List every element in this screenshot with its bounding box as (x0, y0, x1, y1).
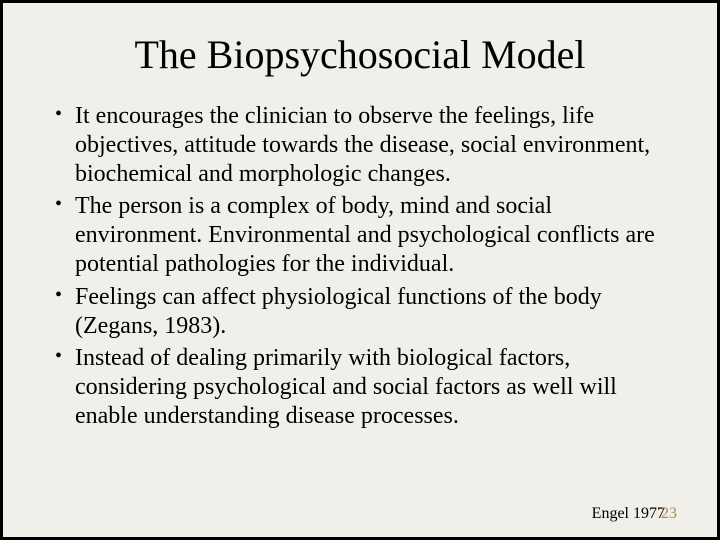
page-number: 23 (661, 505, 677, 522)
bullet-list: It encourages the clinician to observe t… (51, 102, 677, 431)
list-item: It encourages the clinician to observe t… (51, 102, 677, 188)
slide-footer: Engel 197723 (592, 505, 677, 523)
slide-title: The Biopsychosocial Model (43, 31, 677, 78)
list-item: Instead of dealing primarily with biolog… (51, 344, 677, 430)
citation-text: Engel 1977 (592, 505, 665, 522)
list-item: Feelings can affect physiological functi… (51, 283, 677, 341)
list-item: The person is a complex of body, mind an… (51, 192, 677, 278)
slide-content: It encourages the clinician to observe t… (43, 102, 677, 431)
